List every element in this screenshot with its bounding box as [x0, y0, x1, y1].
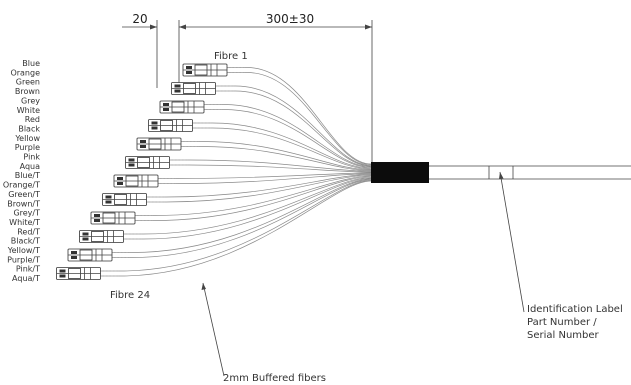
fiber-color-label: Brown/T — [7, 199, 40, 208]
fiber-color-label: Purple/T — [7, 255, 40, 264]
buffered-fiber — [204, 104, 372, 168]
leader-line — [202, 282, 225, 377]
fiber-color-label: Pink — [23, 153, 40, 162]
dimension-breakout: 300±30 — [179, 12, 373, 162]
buffered-fiber — [192, 127, 372, 170]
connector-stack — [56, 63, 228, 280]
fiber-color-label: Orange/T — [3, 181, 40, 190]
duplex-connector — [148, 119, 193, 132]
buffered-fiber — [227, 72, 372, 166]
fiber-color-label: Yellow — [14, 134, 40, 143]
buffered-fiber — [169, 164, 372, 173]
fiber-color-label: Orange — [10, 68, 40, 77]
fiber-color-label: Red/T — [17, 227, 40, 236]
fiber-color-label: Aqua — [20, 162, 40, 171]
fiber-color-label: White/T — [9, 218, 40, 227]
duplex-connector — [159, 100, 205, 114]
buffered-fiber — [158, 173, 372, 184]
fiber-bundle — [100, 67, 372, 277]
dim-arrow — [150, 24, 157, 30]
fiber-color-label: Yellow/T — [7, 246, 40, 255]
buffered-fiber — [204, 109, 372, 169]
fiber-color-label: Green — [16, 78, 40, 87]
dim-arrow — [179, 24, 186, 30]
buffered-fiber — [227, 67, 372, 165]
fiber-color-label: White — [17, 106, 40, 115]
buffered-fiber — [135, 176, 372, 221]
buffered-fiber — [112, 178, 372, 253]
duplex-connector — [56, 267, 101, 280]
buffered-fibers-label: 2mm Buffered fibers — [223, 373, 326, 384]
fiber-color-label: Black — [18, 124, 40, 133]
fiber-color-label: Green/T — [8, 190, 40, 199]
dim-arrow — [365, 24, 372, 30]
buffered-fiber — [112, 179, 372, 258]
leader-line — [499, 171, 525, 313]
fiber-color-label: Blue/T — [15, 171, 40, 180]
dim-connector-text: 20 — [132, 12, 147, 26]
buffered-fiber — [100, 179, 372, 272]
buffered-fibers-callout: 2mm Buffered fibers — [201, 282, 326, 384]
fiber-color-legend: BlueOrangeGreenBrownGreyWhiteRedBlackYel… — [3, 59, 41, 283]
fiber-color-label: Aqua/T — [12, 274, 40, 283]
ident-label-line1: Identification Label — [527, 304, 623, 315]
duplex-connector — [67, 248, 113, 262]
buffered-fiber — [158, 172, 372, 179]
duplex-connector — [79, 230, 124, 243]
fiber-color-label: Brown — [15, 87, 40, 96]
ident-label-line2: Part Number / — [527, 317, 597, 328]
fiber-color-label: Black/T — [11, 237, 40, 246]
buffered-fiber — [215, 85, 372, 166]
fiber-color-label: Grey — [21, 96, 40, 105]
buffered-fiber — [181, 141, 372, 171]
leader-arrow — [201, 283, 206, 290]
trunk-cable — [371, 162, 631, 183]
duplex-connector — [90, 211, 136, 225]
buffered-fiber — [181, 146, 372, 172]
leader-arrow — [499, 172, 504, 179]
duplex-connector — [182, 63, 228, 77]
ident-label-line3: Serial Number — [527, 330, 600, 341]
duplex-connector — [113, 174, 159, 188]
fibre-24-label: Fibre 24 — [110, 290, 150, 301]
fibre-1-label: Fibre 1 — [214, 51, 248, 62]
duplex-connector — [125, 156, 170, 169]
fiber-color-label: Red — [25, 115, 40, 124]
buffered-fiber — [100, 180, 372, 277]
dim-breakout-text: 300±30 — [266, 12, 314, 26]
duplex-connector — [136, 137, 182, 151]
buffered-fiber — [146, 174, 372, 203]
fiber-color-label: Pink/T — [16, 265, 40, 274]
duplex-connector — [171, 82, 216, 95]
dimension-connector: 20 — [122, 12, 180, 88]
buffered-fiber — [146, 173, 372, 198]
buffered-fiber — [192, 122, 372, 169]
breakout-boot — [371, 162, 429, 183]
identification-callout: Identification Label Part Number / Seria… — [499, 171, 623, 341]
fiber-color-label: Purple — [15, 143, 40, 152]
fiber-color-label: Blue — [22, 59, 40, 68]
buffered-fiber — [123, 176, 372, 235]
buffered-fiber — [215, 90, 372, 167]
buffered-fiber — [135, 175, 372, 216]
fiber-color-label: Grey/T — [13, 209, 40, 218]
buffered-fiber — [123, 177, 372, 240]
buffered-fiber — [169, 159, 372, 172]
duplex-connector — [102, 193, 147, 206]
